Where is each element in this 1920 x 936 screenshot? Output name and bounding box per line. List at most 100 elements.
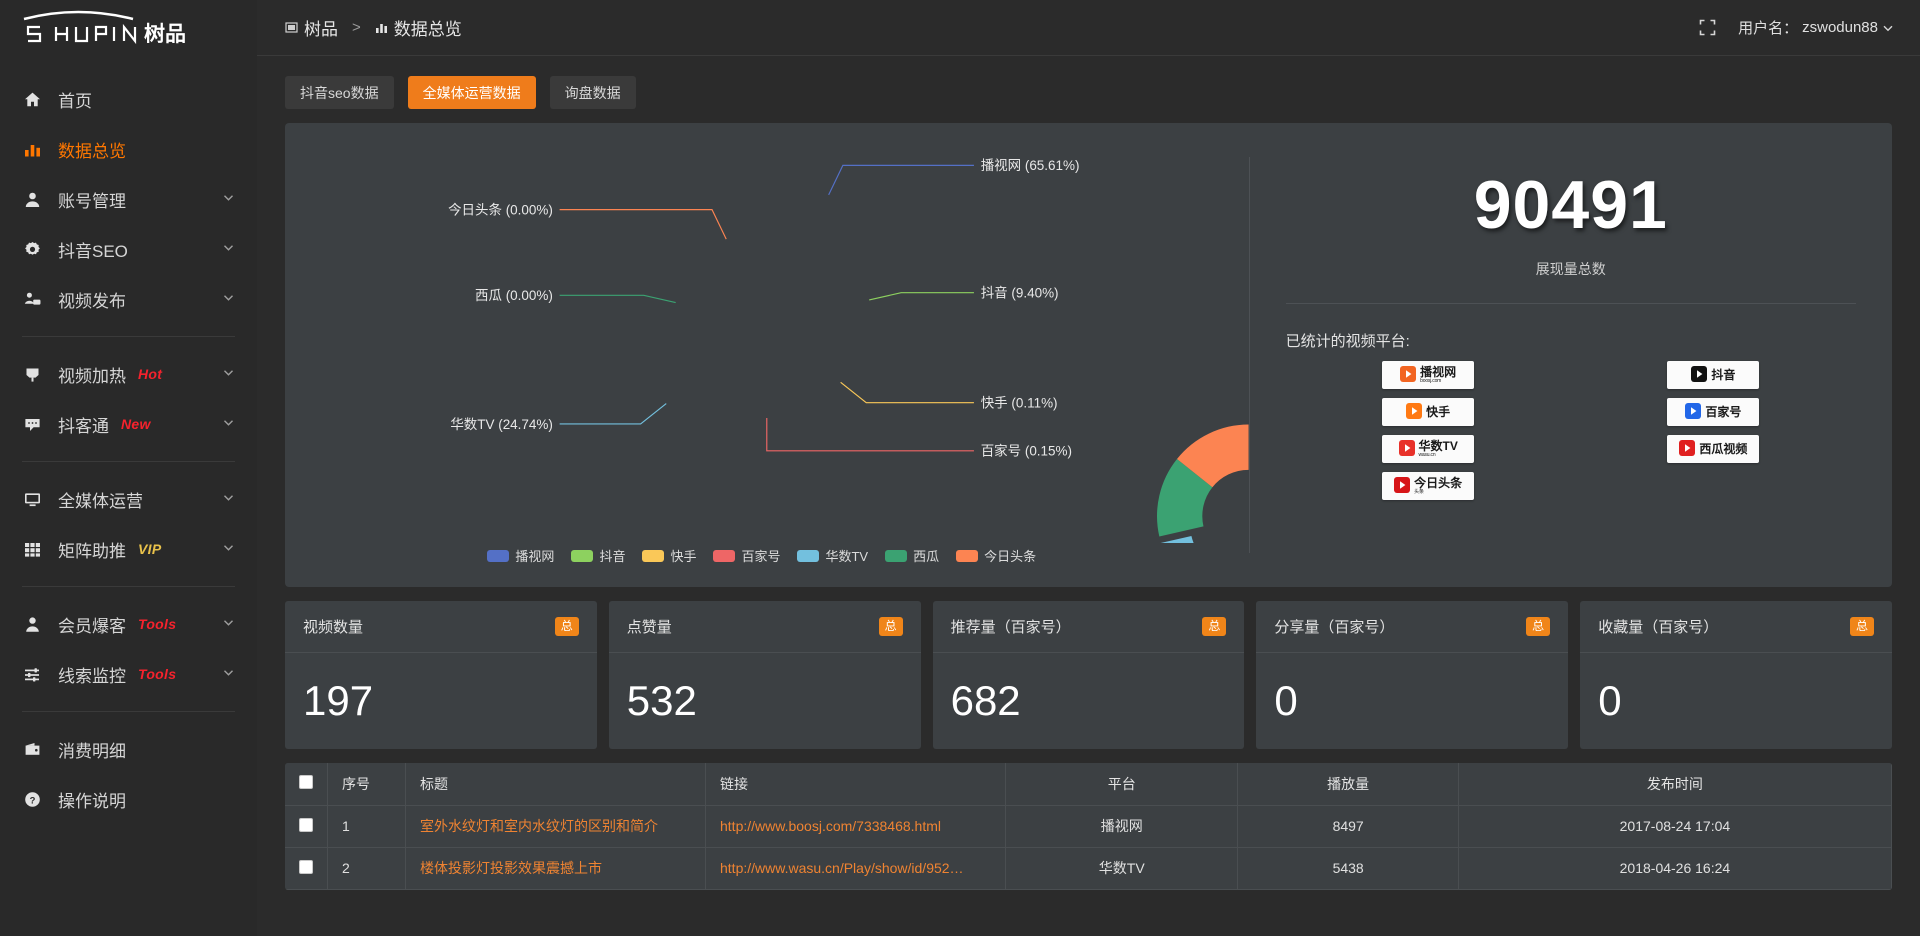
- stat-card-header: 收藏量（百家号） 总: [1580, 601, 1892, 653]
- platform-chip-今日头条[interactable]: 今日头条 头条: [1382, 472, 1475, 500]
- platform-chip-播视网[interactable]: 播视网 boosj.com: [1382, 361, 1475, 389]
- svg-text:树品: 树品: [144, 22, 186, 46]
- platform-chip-华数TV[interactable]: 华数TV wasu.cn: [1382, 435, 1475, 463]
- chevron-down-icon[interactable]: [222, 664, 235, 684]
- row-checkbox[interactable]: [285, 847, 328, 890]
- row-title-link[interactable]: 室外水纹灯和室内水纹灯的区别和简介: [405, 805, 706, 848]
- platform-name: 播视网: [1420, 365, 1457, 379]
- platform-chip-快手[interactable]: 快手: [1382, 398, 1475, 426]
- legend-item-快手[interactable]: 快手: [642, 546, 696, 565]
- tab-全媒体运营数据[interactable]: 全媒体运营数据: [407, 76, 536, 109]
- sidebar-item-badge: Tools: [138, 616, 177, 632]
- legend-item-华数TV[interactable]: 华数TV: [797, 546, 868, 565]
- pie-slice-今日头条[interactable]: [1176, 424, 1249, 488]
- legend-label: 播视网: [515, 549, 555, 564]
- legend-item-播视网[interactable]: 播视网: [487, 546, 554, 565]
- sidebar-item-抖客通[interactable]: 抖客通 New: [0, 399, 257, 449]
- chevron-down-icon[interactable]: [222, 489, 235, 509]
- tab-抖音seo数据[interactable]: 抖音seo数据: [285, 76, 394, 109]
- summary-column: 90491 展现量总数 已统计的视频平台: 播视网 boosj.com 快手 华数TV…: [1250, 123, 1892, 587]
- chevron-down-icon[interactable]: [222, 239, 235, 259]
- table-row[interactable]: 2 楼体投影灯投影效果震撼上市 http://www.wasu.cn/Play/sh…: [285, 847, 1892, 890]
- checkbox-icon[interactable]: [299, 817, 313, 832]
- chevron-down-icon[interactable]: [222, 289, 235, 309]
- grid-icon: [24, 541, 48, 558]
- stat-card: 收藏量（百家号） 总 0: [1580, 601, 1892, 749]
- legend-swatch-icon: [487, 549, 510, 562]
- sidebar: 树品 首页 数据总览 账号管理 抖音SEO 视频发布视频加热 Hot 抖客通 New 全媒体运营…: [0, 0, 257, 936]
- pie-label-今日头条: 今日头条 (0.00%): [448, 201, 553, 217]
- platform-chip-抖音[interactable]: 抖音: [1667, 361, 1760, 389]
- breadcrumb-root-icon: [285, 21, 298, 34]
- sliders-icon: [24, 666, 48, 683]
- pie-slice-华数TV[interactable]: [1128, 535, 1217, 626]
- platform-name: 西瓜视频: [1699, 442, 1748, 456]
- brand-logo[interactable]: 树品: [0, 0, 257, 56]
- row-url-link[interactable]: http://www.boosj.com/7338468.html: [705, 805, 1006, 848]
- legend-swatch-icon: [571, 549, 594, 562]
- stat-card-value: 0: [1598, 677, 1622, 724]
- legend-item-百家号[interactable]: 百家号: [713, 546, 780, 565]
- chevron-down-icon[interactable]: [222, 414, 235, 434]
- tab-bar: 抖音seo数据 全媒体运营数据 询盘数据: [257, 56, 1920, 109]
- table-row[interactable]: 1 室外水纹灯和室内水纹灯的区别和简介 http://www.boosj.com/7…: [285, 805, 1892, 848]
- rocket-icon: [24, 366, 48, 383]
- sidebar-item-label: 操作说明: [58, 791, 126, 811]
- legend-swatch-icon: [956, 549, 979, 562]
- chevron-down-icon[interactable]: [222, 364, 235, 384]
- legend-item-今日头条[interactable]: 今日头条: [956, 546, 1036, 565]
- platform-logo-icon: [1406, 402, 1423, 422]
- legend-item-抖音[interactable]: 抖音: [571, 546, 625, 565]
- fullscreen-icon[interactable]: [1699, 19, 1716, 36]
- tab-询盘数据[interactable]: 询盘数据: [549, 76, 636, 109]
- rose-doughnut-svg: 播视网 (65.61%) 抖音 (9.40%) 快手 (0.11%) 百家号 (0.1…: [448, 158, 1354, 626]
- sidebar-separator: [22, 336, 235, 337]
- stat-card-title: 视频数量: [303, 619, 364, 636]
- table-header-发布时间: 发布时间: [1458, 763, 1892, 806]
- sidebar-item-矩阵助推[interactable]: 矩阵助推 VIP: [0, 524, 257, 574]
- video-table: 序号 标题 链接 平台 播放量 发布时间 1 室外水纹灯和室内水纹灯的区别和简介 http:/…: [285, 763, 1892, 890]
- row-published: 2017-08-24 17:04: [1458, 805, 1892, 848]
- sidebar-item-数据总览[interactable]: 数据总览: [0, 124, 257, 174]
- sidebar-item-抖音SEO[interactable]: 抖音SEO: [0, 224, 257, 274]
- legend-swatch-icon: [797, 549, 820, 562]
- legend-item-西瓜[interactable]: 西瓜: [885, 546, 939, 565]
- stat-card-title: 推荐量（百家号）: [950, 619, 1071, 636]
- sidebar-item-badge: Hot: [138, 366, 163, 382]
- pie-label-华数TV: 华数TV (24.74%): [450, 417, 553, 432]
- row-url-link[interactable]: http://www.wasu.cn/Play/show/id/952…: [705, 847, 1006, 890]
- row-title-link[interactable]: 楼体投影灯投影效果震撼上市: [405, 847, 706, 890]
- sidebar-item-视频发布[interactable]: 视频发布: [0, 274, 257, 324]
- checkbox-icon[interactable]: [299, 775, 313, 790]
- platform-distribution-chart[interactable]: 播视网 (65.61%) 抖音 (9.40%) 快手 (0.11%) 百家号 (0.1…: [285, 123, 1354, 626]
- sidebar-item-全媒体运营[interactable]: 全媒体运营: [0, 474, 257, 524]
- chevron-down-icon[interactable]: [222, 189, 235, 209]
- chevron-down-icon[interactable]: [222, 539, 235, 559]
- user-menu[interactable]: 用户名： zswodun88: [1738, 17, 1894, 38]
- table-header-平台: 平台: [1005, 763, 1239, 806]
- gear-icon: [24, 241, 48, 258]
- sidebar-item-消费明细[interactable]: 消费明细: [0, 724, 257, 774]
- breadcrumb-current-icon: [375, 21, 388, 34]
- sidebar-item-会员爆客[interactable]: 会员爆客 Tools: [0, 599, 257, 649]
- platform-chip-西瓜视频[interactable]: 西瓜视频: [1667, 435, 1760, 463]
- sidebar-item-操作说明[interactable]: ? 操作说明: [0, 774, 257, 824]
- sidebar-item-视频加热[interactable]: 视频加热 Hot: [0, 349, 257, 399]
- platform-chip-百家号[interactable]: 百家号: [1667, 398, 1760, 426]
- main-area: 树品 > 数据总览 用户名： zswodun88 抖音s: [257, 0, 1920, 936]
- sidebar-item-首页[interactable]: 首页: [0, 74, 257, 124]
- total-impressions-label: 展现量总数: [1535, 261, 1606, 277]
- row-checkbox[interactable]: [285, 805, 328, 848]
- sidebar-item-账号管理[interactable]: 账号管理: [0, 174, 257, 224]
- panel-divider: [1248, 157, 1250, 553]
- overview-panel: 播视网 (65.61%) 抖音 (9.40%) 快手 (0.11%) 百家号 (0.1…: [285, 123, 1892, 626]
- platform-name: 今日头条: [1414, 476, 1463, 490]
- breadcrumb-root-label[interactable]: 树品: [304, 20, 338, 39]
- pie-slice-西瓜[interactable]: [1157, 459, 1213, 537]
- checkbox-icon[interactable]: [299, 859, 313, 874]
- sidebar-item-线索监控[interactable]: 线索监控 Tools: [0, 649, 257, 699]
- legend-label: 抖音: [599, 549, 626, 564]
- topbar: 树品 > 数据总览 用户名： zswodun88: [257, 0, 1920, 56]
- chevron-down-icon[interactable]: [222, 614, 235, 634]
- select-all-checkbox[interactable]: [285, 763, 328, 806]
